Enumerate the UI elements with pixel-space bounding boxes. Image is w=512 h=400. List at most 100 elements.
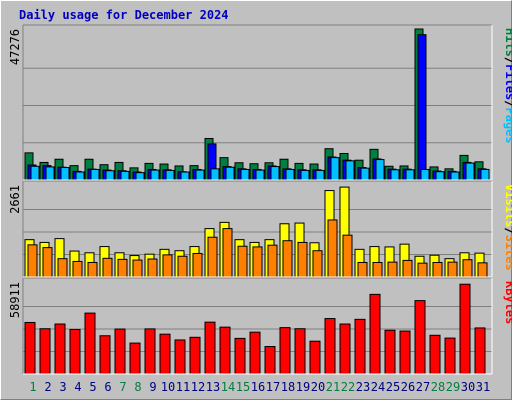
bar-kbytes-day-25 [384,329,396,375]
x-tick-label-day-19: 19 [296,380,310,394]
legend-entry: Hits [503,28,512,57]
bar-pages-day-14 [225,166,235,181]
bar-pages-day-3 [60,167,70,181]
bar-pages-day-22 [345,160,355,181]
x-tick-label-day-8: 8 [134,380,141,394]
bar-pages-day-4 [75,171,85,181]
bar-kbytes-day-28 [429,334,441,375]
bar-sites-day-28 [432,261,443,278]
bar-pages-day-21 [330,157,340,181]
bar-sites-day-9 [147,258,158,278]
bar-sites-day-15 [237,245,248,278]
legend-entry: / [503,100,512,107]
x-tick-label-day-1: 1 [29,380,36,394]
bar-pages-day-19 [300,169,310,181]
bar-kbytes-day-4 [69,328,81,375]
x-tick-label-day-31: 31 [476,380,490,394]
bar-files-day-27 [417,34,427,181]
bar-kbytes-day-3 [54,323,66,375]
bar-sites-day-7 [117,258,128,278]
bar-pages-day-17 [270,166,280,181]
bar-sites-day-2 [42,247,53,278]
legend-entry: / [503,227,512,234]
bar-kbytes-day-24 [369,293,381,375]
legend-entry: KBytes [503,281,512,324]
x-tick-label-day-10: 10 [161,380,175,394]
x-tick-label-day-9: 9 [149,380,156,394]
panel-top-bg [23,25,492,180]
x-tick-label-day-3: 3 [59,380,66,394]
bar-kbytes-day-30 [459,283,471,375]
bar-kbytes-day-15 [234,337,246,375]
bar-kbytes-day-14 [219,326,231,375]
bar-kbytes-day-10 [159,333,171,375]
bar-kbytes-day-18 [279,327,291,375]
bar-sites-day-23 [357,261,368,278]
bar-sites-day-26 [402,259,413,278]
bar-sites-day-19 [297,241,308,278]
x-tick-label-day-26: 26 [401,380,415,394]
bar-kbytes-day-19 [294,328,306,375]
bar-pages-day-31 [480,168,490,181]
bar-sites-day-6 [102,257,113,278]
bar-pages-day-6 [105,170,115,181]
x-tick-label-day-28: 28 [431,380,445,394]
bar-pages-day-27 [420,168,430,181]
bar-pages-day-20 [315,169,325,181]
x-tick-label-day-21: 21 [326,380,340,394]
bar-kbytes-day-11 [174,339,186,375]
bar-pages-day-30 [465,162,475,181]
bar-pages-day-13 [210,168,220,181]
x-tick-label-day-2: 2 [44,380,51,394]
bar-pages-day-23 [360,167,370,181]
x-tick-label-day-12: 12 [191,380,205,394]
bar-sites-day-1 [27,244,38,278]
y-max-label-bottom: 58911 [8,282,22,318]
x-tick-label-day-25: 25 [386,380,400,394]
x-tick-label-day-7: 7 [119,380,126,394]
bar-pages-day-28 [435,171,445,181]
bar-pages-day-7 [120,170,130,181]
bar-kbytes-day-5 [84,312,96,375]
x-tick-label-day-22: 22 [341,380,355,394]
bar-kbytes-day-12 [189,336,201,375]
bar-sites-day-20 [312,250,323,278]
bar-sites-day-3 [57,258,68,278]
x-tick-label-day-11: 11 [176,380,190,394]
bar-sites-day-8 [132,259,143,278]
legend-entry: Sites [503,235,512,271]
legend-top: Hits/Files/Pages [503,28,512,144]
bar-sites-day-22 [342,234,353,278]
bar-sites-day-11 [177,255,188,278]
bar-kbytes-day-27 [414,300,426,375]
legend-bottom: KBytes [503,281,512,324]
x-tick-label-day-16: 16 [251,380,265,394]
bar-pages-day-10 [165,169,175,181]
bar-pages-day-8 [135,172,145,181]
bar-sites-day-17 [267,244,278,278]
bar-sites-day-16 [252,246,263,278]
x-tick-label-day-18: 18 [281,380,295,394]
x-tick-label-day-24: 24 [371,380,385,394]
bar-kbytes-day-16 [249,331,261,375]
legend-middle: Visits/Sites [503,184,512,271]
bar-kbytes-day-1 [24,321,36,375]
bar-kbytes-day-31 [474,327,486,375]
bar-pages-day-12 [195,169,205,181]
bar-kbytes-day-20 [309,340,321,375]
legend-entry: Pages [503,108,512,144]
bar-kbytes-day-2 [39,328,51,375]
bar-sites-day-24 [372,261,383,278]
x-tick-label-day-30: 30 [461,380,475,394]
bar-pages-day-29 [450,171,460,181]
x-tick-label-day-23: 23 [356,380,370,394]
legend-entry: / [503,57,512,64]
chart-title: Daily usage for December 2024 [19,8,229,22]
bar-sites-day-13 [207,236,218,278]
bar-pages-day-26 [405,169,415,181]
bar-kbytes-day-23 [354,318,366,375]
x-tick-label-day-6: 6 [104,380,111,394]
bar-sites-day-10 [162,254,173,278]
bar-sites-day-4 [72,260,83,278]
bar-kbytes-day-22 [339,323,351,375]
